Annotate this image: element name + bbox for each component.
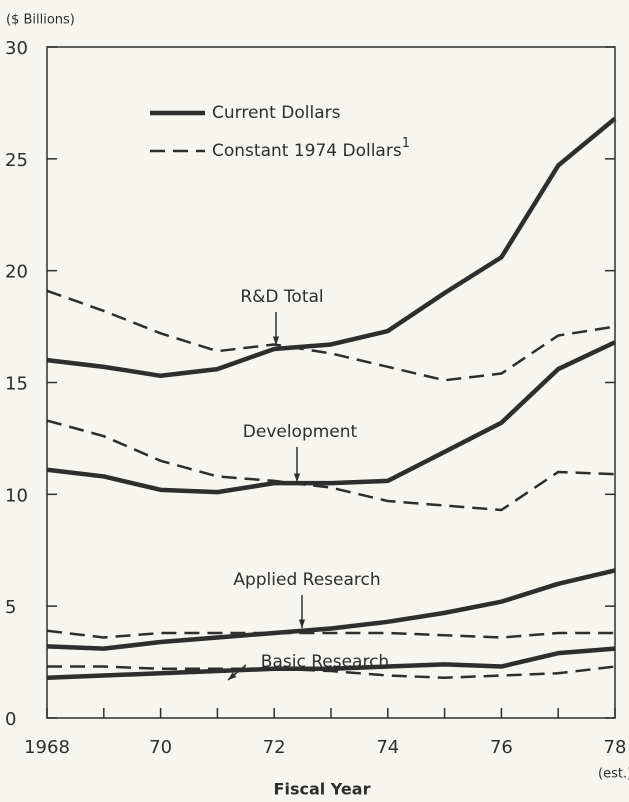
x-tick-label: 70 xyxy=(149,737,172,758)
x-tick-label: 74 xyxy=(376,737,399,758)
series-line xyxy=(46,289,616,382)
series-line xyxy=(46,629,615,639)
series-label: Basic Research xyxy=(261,652,389,672)
x-tick-label: 78 xyxy=(604,737,627,758)
legend-text: Constant 1974 Dollars xyxy=(212,141,402,161)
x-tick-label: 76 xyxy=(490,737,513,758)
y-tick-label: 25 xyxy=(5,150,28,171)
arrow-head xyxy=(272,336,280,345)
series-line xyxy=(46,340,616,495)
x-tick-label: 72 xyxy=(263,737,286,758)
legend-text: Current Dollars xyxy=(212,103,341,123)
arrow-head xyxy=(298,619,306,628)
series-label: R&D Total xyxy=(240,287,323,307)
y-tick-label: 0 xyxy=(5,709,16,730)
y-tick-label: 15 xyxy=(5,374,28,395)
series-line xyxy=(46,419,616,512)
y-tick-label: 20 xyxy=(5,262,28,283)
y-tick-label: 30 xyxy=(5,38,28,59)
series-line xyxy=(46,568,616,651)
annotation: (est.) xyxy=(598,767,629,782)
series-line xyxy=(46,646,616,680)
y-axis-label: ($ Billions) xyxy=(6,13,75,28)
legend-superscript: 1 xyxy=(402,136,410,151)
series-label: Applied Research xyxy=(233,570,380,590)
series-line xyxy=(46,116,617,379)
x-tick-label: 1968 xyxy=(24,737,70,758)
arrow-head xyxy=(293,473,301,482)
y-tick-label: 5 xyxy=(5,597,16,618)
legend-label: Constant 1974 Dollars1 xyxy=(212,136,410,162)
y-tick-label: 10 xyxy=(5,485,28,506)
series-line xyxy=(47,665,616,679)
arrow-head xyxy=(228,672,237,680)
series-label: Development xyxy=(243,422,358,442)
legend-label: Current Dollars xyxy=(212,103,341,123)
x-axis-label: Fiscal Year xyxy=(274,780,371,799)
